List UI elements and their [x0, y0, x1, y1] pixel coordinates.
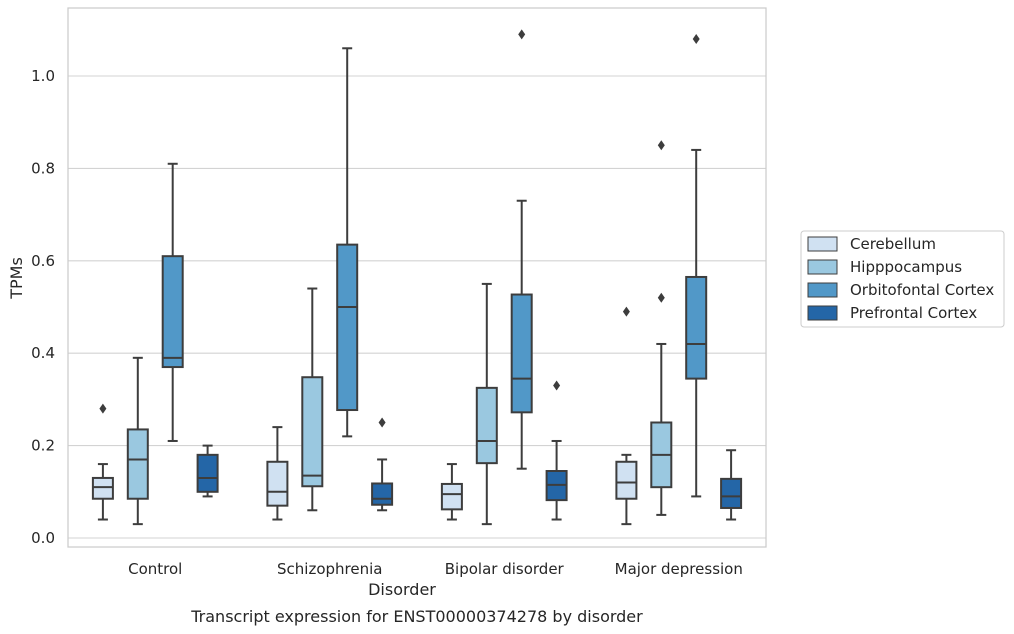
y-axis-label: TPMs [7, 257, 26, 300]
box-1-2 [336, 47, 359, 438]
box-rect [161, 255, 184, 369]
box-2-1 [475, 282, 498, 526]
box-rect [685, 275, 708, 380]
legend-swatch [807, 259, 838, 275]
outlier-point [692, 34, 700, 45]
box-rect [336, 243, 359, 412]
legend-label: Cerebellum [850, 235, 936, 253]
x-tick-label: Control [128, 560, 182, 578]
x-tick-label: Major depression [615, 560, 743, 578]
box-groups [91, 29, 743, 526]
outlier-point [657, 140, 665, 151]
box-3-2 [685, 34, 708, 498]
plot-area [67, 7, 767, 548]
box-1-1 [301, 287, 324, 512]
legend-label: Orbitofontal Cortex [850, 281, 994, 299]
box-rect [126, 428, 149, 500]
box-rect [720, 477, 743, 509]
y-tick-label: 1.0 [31, 67, 55, 85]
legend-label: Prefrontal Cortex [850, 304, 977, 322]
box-2-2 [510, 29, 533, 470]
x-tick-label: Schizophrenia [277, 560, 382, 578]
box-1-0 [266, 426, 289, 521]
legend-label: Hipppocampus [850, 258, 962, 276]
box-rect [371, 482, 394, 506]
legend-frame [800, 230, 1005, 328]
box-1-3 [371, 417, 394, 512]
outlier-point [657, 292, 665, 303]
box-3-1 [650, 140, 673, 516]
box-2-0 [440, 463, 463, 521]
y-tick-label: 0.2 [31, 437, 55, 455]
x-tick-label: Bipolar disorder [445, 560, 565, 578]
box-rect [196, 453, 219, 493]
box-rect [266, 460, 289, 507]
legend-swatch [807, 236, 838, 252]
outlier-point [553, 380, 561, 391]
grid-lines [68, 75, 766, 539]
box-rect [301, 376, 324, 488]
box-2-3 [545, 380, 568, 521]
box-3-3 [720, 449, 743, 521]
box-0-1 [126, 356, 149, 526]
box-3-0 [615, 306, 638, 526]
legend-swatch [807, 305, 838, 321]
y-tick-label: 0.8 [31, 159, 55, 177]
box-rect [475, 386, 498, 465]
outlier-point [378, 417, 386, 428]
legend-swatch [807, 282, 838, 298]
box-rect [615, 460, 638, 500]
box-0-3 [196, 444, 219, 498]
box-rect [91, 476, 114, 500]
y-axis-ticks: 0.0 0.2 0.4 0.6 0.8 1.0 [31, 67, 55, 547]
box-rect [440, 482, 463, 511]
y-tick-label: 0.6 [31, 252, 55, 270]
chart-caption: Transcript expression for ENST0000037427… [190, 607, 643, 626]
y-tick-label: 0.4 [31, 344, 55, 362]
x-axis-ticks: Control Schizophrenia Bipolar disorder Majo… [128, 560, 743, 578]
y-tick-label: 0.0 [31, 529, 55, 547]
legend: Cerebellum Hipppocampus Orbitofontal Corte… [800, 230, 1005, 328]
outlier-point [518, 29, 526, 40]
box-rect [510, 293, 533, 414]
box-0-2 [161, 162, 184, 442]
outlier-point [99, 403, 107, 414]
outlier-point [622, 306, 630, 317]
x-axis-label: Disorder [368, 580, 436, 599]
box-0-0 [91, 403, 114, 521]
